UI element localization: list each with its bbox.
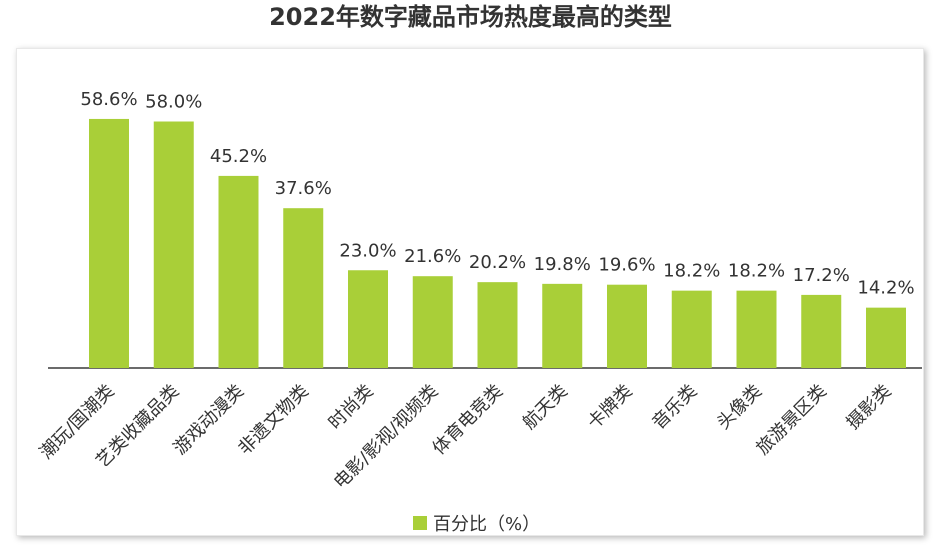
bar[interactable] xyxy=(866,307,906,368)
category-tick-label: 旅游景区类 xyxy=(752,381,830,459)
bar[interactable] xyxy=(671,290,712,368)
category-tick-label: 非遗文物类 xyxy=(234,381,312,459)
data-label: 14.2% xyxy=(857,278,914,299)
bar[interactable] xyxy=(801,294,842,368)
data-label: 18.2% xyxy=(663,261,720,282)
bar[interactable] xyxy=(736,290,777,368)
data-label: 18.2% xyxy=(728,261,785,282)
category-tick-label: 体育电竞类 xyxy=(429,381,507,459)
data-label: 19.6% xyxy=(598,255,655,276)
category-tick-label: 时尚类 xyxy=(325,381,378,434)
data-label: 58.0% xyxy=(145,92,202,113)
bar[interactable] xyxy=(153,121,194,369)
data-label: 20.2% xyxy=(469,252,526,273)
data-label: 37.6% xyxy=(275,178,332,199)
legend-swatch xyxy=(413,516,427,530)
data-label: 21.6% xyxy=(404,246,461,267)
bar[interactable] xyxy=(607,284,647,368)
data-label: 45.2% xyxy=(210,146,267,167)
legend[interactable]: 百分比（%） xyxy=(413,511,540,535)
category-tick-label: 音乐类 xyxy=(648,381,701,434)
bar[interactable] xyxy=(348,270,388,368)
legend-label: 百分比（%） xyxy=(433,514,541,535)
data-label: 58.6% xyxy=(80,89,137,110)
bar[interactable] xyxy=(542,283,583,368)
chart-title: 2022年数字藏品市场热度最高的类型 xyxy=(269,3,672,31)
bar[interactable] xyxy=(218,175,259,368)
bar[interactable] xyxy=(477,282,518,368)
category-tick-label: 卡牌类 xyxy=(584,381,637,434)
data-label: 19.8% xyxy=(534,254,591,275)
category-tick-label: 头像类 xyxy=(713,381,766,434)
bar[interactable] xyxy=(412,276,453,368)
data-label: 23.0% xyxy=(339,240,396,261)
category-tick-label: 航天类 xyxy=(519,381,572,434)
data-label: 17.2% xyxy=(793,265,850,286)
category-tick-label: 摄影类 xyxy=(843,381,896,434)
bar[interactable] xyxy=(89,118,129,368)
bar[interactable] xyxy=(283,208,324,368)
